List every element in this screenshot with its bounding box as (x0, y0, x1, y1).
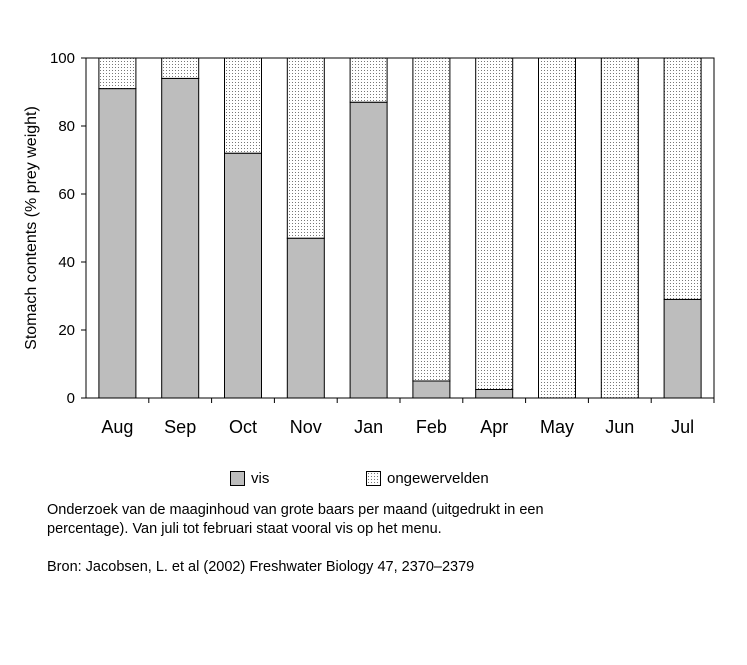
bar-vis-Jan (349, 101, 388, 399)
bar-vis-Apr (475, 389, 514, 399)
legend-swatch-vis (230, 471, 245, 486)
bar-ongewervelden-Jun (600, 57, 639, 399)
x-tick-label: Jun (605, 417, 634, 437)
x-tick-label: Oct (229, 417, 257, 437)
stacked-bar-chart: 0 20 40 60 80 100 Aug Sep Oct Nov Jan Feb Apr May Jun J… (23, 50, 715, 437)
y-tick-label: 100 (50, 50, 75, 67)
y-axis-label: Stomach contents (% prey weight) (23, 106, 40, 350)
source-citation: Bron: Jacobsen, L. et al (2002) Freshwat… (47, 559, 475, 575)
x-tick-label: Jan (354, 417, 383, 437)
bar-ongewervelden-Aug (98, 57, 137, 90)
legend-label: ongewervelden (387, 470, 489, 487)
bar-vis-Feb (412, 380, 451, 399)
legend-item-ongewervelden: ongewervelden (366, 470, 489, 487)
x-tick-label: Sep (164, 417, 196, 437)
legend-label: vis (251, 470, 270, 487)
x-tick-label: Feb (416, 417, 447, 437)
bar-ongewervelden-Jul (663, 57, 702, 300)
bar-vis-Oct (224, 152, 262, 399)
bar-ongewervelden-Apr (475, 57, 514, 390)
x-tick-label: Apr (480, 417, 508, 437)
y-tick-label: 0 (67, 390, 75, 407)
caption-line-2: percentage). Van juli tot februari staat… (47, 521, 442, 537)
bar-ongewervelden-Nov (286, 57, 325, 239)
legend-swatch-ongewervelden (366, 471, 381, 486)
bar-ongewervelden-Oct (224, 57, 262, 154)
x-tick-label: Aug (101, 417, 133, 437)
x-tick-label: Nov (290, 417, 322, 437)
x-tick-label: May (540, 417, 574, 437)
y-tick-label: 80 (58, 118, 75, 135)
bar-vis-Nov (286, 237, 325, 399)
legend-item-vis: vis (230, 470, 269, 487)
bar-vis-Aug (98, 88, 137, 399)
y-tick-label: 40 (58, 254, 75, 271)
y-tick-label: 20 (58, 322, 75, 339)
y-tick-label: 60 (58, 186, 75, 203)
bar-vis-Jul (663, 298, 702, 399)
bar-ongewervelden-Feb (412, 57, 451, 382)
bar-ongewervelden-May (538, 57, 576, 399)
bar-vis-Sep (161, 77, 200, 399)
bar-ongewervelden-Sep (161, 57, 200, 79)
x-tick-label: Jul (671, 417, 694, 437)
caption-line-1: Onderzoek van de maaginhoud van grote ba… (47, 502, 544, 518)
bar-ongewervelden-Jan (349, 57, 388, 103)
